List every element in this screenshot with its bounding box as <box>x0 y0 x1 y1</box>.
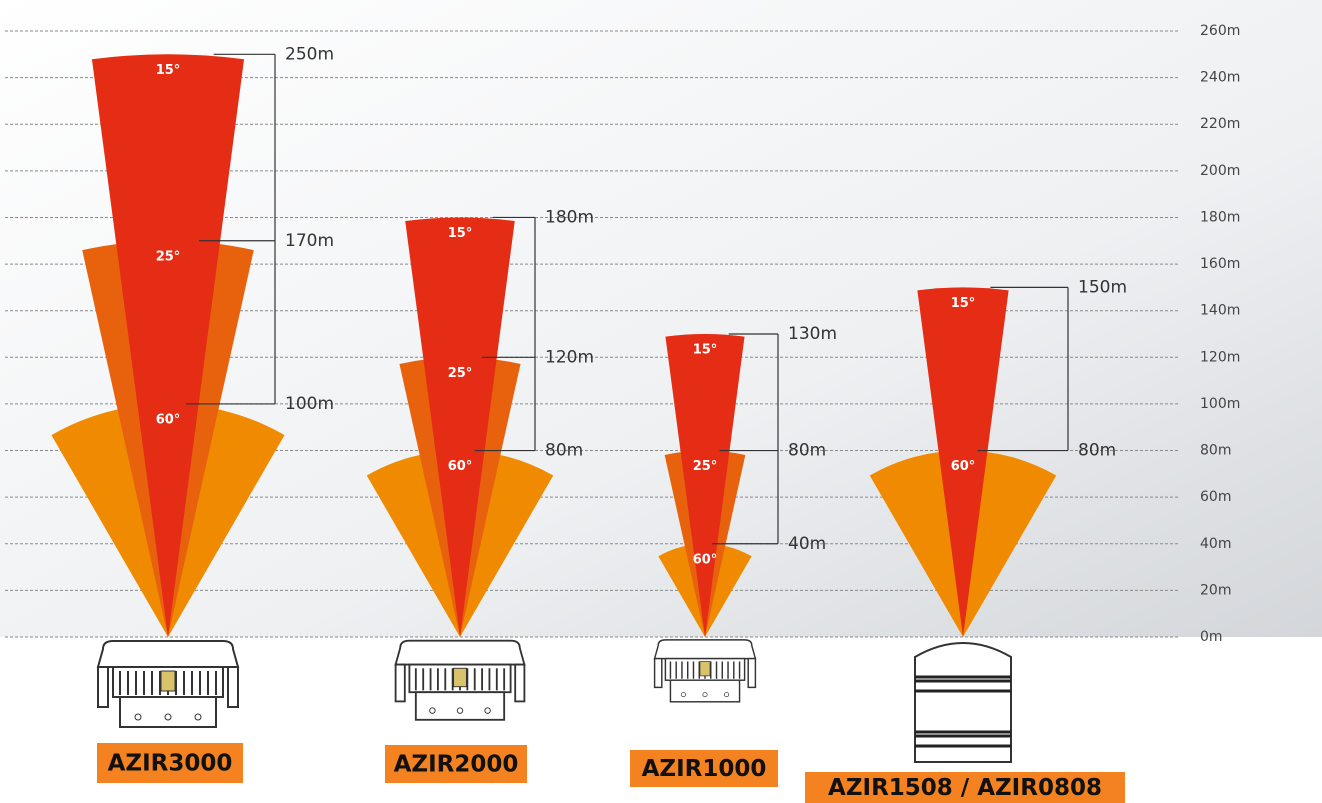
product-name-box <box>385 745 527 783</box>
y-tick-label: 20m <box>1200 582 1231 598</box>
beam-angle-label: 25° <box>693 459 718 474</box>
device-body <box>96 640 240 668</box>
beam-angle-label: 60° <box>156 412 181 427</box>
y-tick-label: 120m <box>1200 349 1240 365</box>
y-tick-label: 100m <box>1200 396 1240 412</box>
device-arm <box>653 657 663 689</box>
y-tick-label: 220m <box>1200 116 1240 132</box>
beam-angle-label: 25° <box>448 366 473 381</box>
device-hole <box>702 692 708 698</box>
device-body <box>394 639 526 666</box>
y-tick-label: 160m <box>1200 256 1240 272</box>
y-tick-label: 200m <box>1200 163 1240 179</box>
beam-wedge <box>91 54 245 637</box>
beam-angle-label: 15° <box>951 296 976 311</box>
beam-wedge <box>665 334 745 637</box>
device-led <box>453 667 467 688</box>
device-arm <box>97 666 109 708</box>
device-body <box>653 639 757 660</box>
beam-angle-label: 15° <box>693 343 718 358</box>
y-tick-label: 240m <box>1200 70 1240 86</box>
value-label: 130m <box>788 324 837 344</box>
beam-angle-label: 60° <box>693 552 718 567</box>
y-tick-label: 260m <box>1200 23 1240 39</box>
value-label: 80m <box>788 441 826 461</box>
value-label: 170m <box>285 231 334 251</box>
device-bracket <box>119 696 217 728</box>
product-name: AZIR2000 <box>394 752 519 778</box>
device-bracket <box>414 691 506 721</box>
product-name: AZIR1508 / AZIR0808 <box>828 775 1102 801</box>
device-hole <box>680 692 686 698</box>
device-hole <box>134 713 142 721</box>
product-name-box <box>630 750 778 787</box>
product-name: AZIR1000 <box>642 756 767 782</box>
device-icon <box>96 640 240 728</box>
device-arm <box>747 657 757 689</box>
value-label: 80m <box>545 441 583 461</box>
beam-angle-label: 15° <box>156 63 181 78</box>
y-tick-label: 0m <box>1200 629 1223 645</box>
device-bracket <box>669 679 741 703</box>
device-hole <box>456 707 464 714</box>
device-arm <box>514 663 526 703</box>
y-tick-label: 60m <box>1200 489 1231 505</box>
beam-angle-label: 60° <box>951 459 976 474</box>
device-hole <box>429 707 436 714</box>
device-hole <box>164 713 172 721</box>
product-name: AZIR3000 <box>108 751 233 777</box>
device-icon <box>653 639 757 703</box>
beam-angle-label: 25° <box>156 249 181 264</box>
value-label: 80m <box>1078 441 1116 461</box>
y-tick-label: 40m <box>1200 536 1231 552</box>
device-arm <box>394 663 406 703</box>
product-name-box <box>805 772 1125 803</box>
beam-angle-label: 60° <box>448 459 473 474</box>
value-label: 250m <box>285 44 334 64</box>
value-label: 120m <box>545 347 594 367</box>
device-body <box>914 642 1012 763</box>
product-name-box <box>97 743 243 783</box>
value-label: 180m <box>545 207 594 227</box>
device-hole <box>194 713 202 721</box>
device-hole <box>724 692 730 698</box>
y-tick-label: 80m <box>1200 443 1231 459</box>
device-led <box>160 670 176 692</box>
beam-wedge <box>405 217 515 637</box>
device-hole <box>484 707 491 714</box>
device-icon <box>394 639 526 721</box>
value-label: 150m <box>1078 277 1127 297</box>
y-tick-label: 140m <box>1200 303 1240 319</box>
device-arm <box>227 666 239 708</box>
beam-wedge <box>917 287 1009 637</box>
device-led <box>699 661 711 677</box>
value-label: 100m <box>285 394 334 414</box>
device-icon <box>914 642 1012 763</box>
value-label: 40m <box>788 534 826 554</box>
y-tick-label: 180m <box>1200 209 1240 225</box>
beam-angle-label: 15° <box>448 226 473 241</box>
